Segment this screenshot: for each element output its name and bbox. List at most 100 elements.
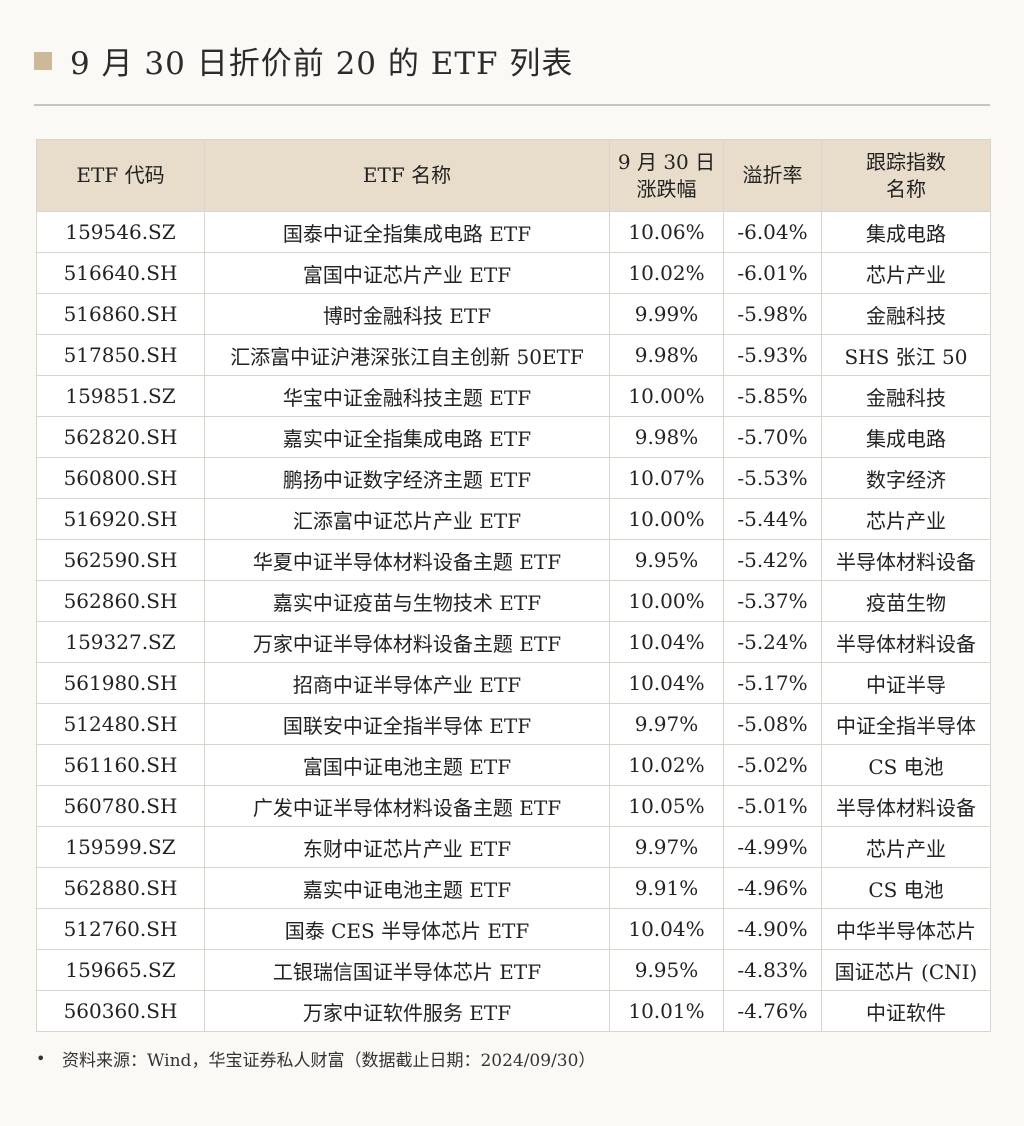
cell-premium-discount: -5.24%	[723, 621, 822, 663]
cell-change: 10.01%	[609, 990, 724, 1032]
table-row: 517850.SH 汇添富中证沪港深张江自主创新 50ETF 9.98% -5.93%…	[36, 334, 991, 376]
cell-change: 10.00%	[609, 375, 724, 417]
title-bar: 9 月 30 日折价前 20 的 ETF 列表	[34, 38, 573, 83]
cell-change: 10.04%	[609, 908, 724, 950]
cell-etf-code: 562590.SH	[36, 539, 205, 581]
cell-premium-discount: -4.99%	[723, 826, 822, 868]
cell-etf-code: 560800.SH	[36, 457, 205, 499]
cell-premium-discount: -6.04%	[723, 211, 822, 253]
cell-premium-discount: -5.70%	[723, 416, 822, 458]
cell-etf-name: 博时金融科技 ETF	[204, 293, 610, 335]
cell-change: 10.07%	[609, 457, 724, 499]
table-row: 159851.SZ 华宝中证金融科技主题 ETF 10.00% -5.85% 金融科技	[36, 375, 991, 417]
header-etf-name: ETF 名称	[204, 139, 610, 212]
table-row: 516860.SH 博时金融科技 ETF 9.99% -5.98% 金融科技	[36, 293, 991, 335]
cell-change: 10.04%	[609, 621, 724, 663]
cell-etf-name: 汇添富中证芯片产业 ETF	[204, 498, 610, 540]
title-square-icon	[34, 51, 52, 70]
header-index-name: 跟踪指数 名称	[821, 139, 991, 212]
cell-index-name: 中证全指半导体	[821, 703, 991, 745]
cell-premium-discount: -5.44%	[723, 498, 822, 540]
table-row: 159327.SZ 万家中证半导体材料设备主题 ETF 10.04% -5.24% 半导…	[36, 621, 991, 663]
table-row: 562860.SH 嘉实中证疫苗与生物技术 ETF 10.00% -5.37% 疫苗生物	[36, 580, 991, 622]
cell-etf-code: 516860.SH	[36, 293, 205, 335]
cell-index-name: 疫苗生物	[821, 580, 991, 622]
cell-change: 10.06%	[609, 211, 724, 253]
cell-change: 10.05%	[609, 785, 724, 827]
cell-premium-discount: -5.98%	[723, 293, 822, 335]
bullet-icon: •	[36, 1049, 46, 1068]
cell-change: 9.95%	[609, 539, 724, 581]
cell-etf-name: 华夏中证半导体材料设备主题 ETF	[204, 539, 610, 581]
table-row: 512480.SH 国联安中证全指半导体 ETF 9.97% -5.08% 中证全指半导…	[36, 703, 991, 745]
cell-etf-code: 560360.SH	[36, 990, 205, 1032]
cell-index-name: 金融科技	[821, 375, 991, 417]
source-note-text: 资料来源：Wind，华宝证券私人财富（数据截止日期：2024/09/30）	[62, 1051, 596, 1071]
cell-premium-discount: -5.17%	[723, 662, 822, 704]
cell-premium-discount: -5.42%	[723, 539, 822, 581]
cell-index-name: 半导体材料设备	[821, 539, 991, 581]
table-row: 512760.SH 国泰 CES 半导体芯片 ETF 10.04% -4.90% 中华半…	[36, 908, 991, 950]
table-row: 159665.SZ 工银瑞信国证半导体芯片 ETF 9.95% -4.83% 国证芯片 …	[36, 949, 991, 991]
table-row: 159599.SZ 东财中证芯片产业 ETF 9.97% -4.99% 芯片产业	[36, 826, 991, 868]
cell-etf-name: 国联安中证全指半导体 ETF	[204, 703, 610, 745]
cell-etf-name: 万家中证软件服务 ETF	[204, 990, 610, 1032]
table-row: 159546.SZ 国泰中证全指集成电路 ETF 10.06% -6.04% 集成电路	[36, 211, 991, 253]
table-body: 159546.SZ 国泰中证全指集成电路 ETF 10.06% -6.04% 集成电路 5…	[36, 211, 991, 1032]
cell-change: 9.99%	[609, 293, 724, 335]
cell-etf-code: 159665.SZ	[36, 949, 205, 991]
cell-etf-code: 562880.SH	[36, 867, 205, 909]
cell-etf-code: 159851.SZ	[36, 375, 205, 417]
cell-change: 9.97%	[609, 703, 724, 745]
cell-etf-name: 东财中证芯片产业 ETF	[204, 826, 610, 868]
cell-etf-code: 517850.SH	[36, 334, 205, 376]
table-row: 562820.SH 嘉实中证全指集成电路 ETF 9.98% -5.70% 集成电路	[36, 416, 991, 458]
cell-etf-name: 万家中证半导体材料设备主题 ETF	[204, 621, 610, 663]
cell-index-name: 金融科技	[821, 293, 991, 335]
table-row: 516920.SH 汇添富中证芯片产业 ETF 10.00% -5.44% 芯片产业	[36, 498, 991, 540]
cell-index-name: 国证芯片 (CNI)	[821, 949, 991, 991]
cell-etf-name: 富国中证电池主题 ETF	[204, 744, 610, 786]
table-row: 562590.SH 华夏中证半导体材料设备主题 ETF 9.95% -5.42% 半导体…	[36, 539, 991, 581]
cell-etf-name: 招商中证半导体产业 ETF	[204, 662, 610, 704]
cell-etf-code: 561980.SH	[36, 662, 205, 704]
cell-premium-discount: -5.08%	[723, 703, 822, 745]
cell-etf-code: 159546.SZ	[36, 211, 205, 253]
cell-index-name: 中证软件	[821, 990, 991, 1032]
cell-etf-code: 516920.SH	[36, 498, 205, 540]
cell-etf-code: 562860.SH	[36, 580, 205, 622]
table-row: 561160.SH 富国中证电池主题 ETF 10.02% -5.02% CS 电池	[36, 744, 991, 786]
cell-etf-name: 汇添富中证沪港深张江自主创新 50ETF	[204, 334, 610, 376]
cell-index-name: SHS 张江 50	[821, 334, 991, 376]
cell-etf-code: 562820.SH	[36, 416, 205, 458]
cell-index-name: 半导体材料设备	[821, 785, 991, 827]
cell-index-name: 芯片产业	[821, 498, 991, 540]
cell-index-name: 芯片产业	[821, 252, 991, 294]
cell-change: 10.02%	[609, 744, 724, 786]
cell-change: 9.91%	[609, 867, 724, 909]
cell-etf-code: 159327.SZ	[36, 621, 205, 663]
cell-index-name: 集成电路	[821, 211, 991, 253]
table-row: 561980.SH 招商中证半导体产业 ETF 10.04% -5.17% 中证半导	[36, 662, 991, 704]
cell-premium-discount: -4.83%	[723, 949, 822, 991]
cell-etf-code: 516640.SH	[36, 252, 205, 294]
cell-change: 10.00%	[609, 498, 724, 540]
table-row: 560360.SH 万家中证软件服务 ETF 10.01% -4.76% 中证软件	[36, 990, 991, 1032]
cell-premium-discount: -5.01%	[723, 785, 822, 827]
cell-premium-discount: -5.53%	[723, 457, 822, 499]
cell-change: 10.04%	[609, 662, 724, 704]
cell-etf-code: 561160.SH	[36, 744, 205, 786]
cell-index-name: 芯片产业	[821, 826, 991, 868]
cell-index-name: 数字经济	[821, 457, 991, 499]
cell-etf-name: 嘉实中证全指集成电路 ETF	[204, 416, 610, 458]
cell-index-name: CS 电池	[821, 744, 991, 786]
cell-premium-discount: -4.96%	[723, 867, 822, 909]
cell-etf-name: 华宝中证金融科技主题 ETF	[204, 375, 610, 417]
cell-change: 9.98%	[609, 416, 724, 458]
table-header-row: ETF 代码 ETF 名称 9 月 30 日 涨跌幅 溢折率 跟踪指数 名称	[36, 139, 991, 212]
cell-etf-name: 富国中证芯片产业 ETF	[204, 252, 610, 294]
table-row: 560800.SH 鹏扬中证数字经济主题 ETF 10.07% -5.53% 数字经济	[36, 457, 991, 499]
table-row: 562880.SH 嘉实中证电池主题 ETF 9.91% -4.96% CS 电池	[36, 867, 991, 909]
source-note: • 资料来源：Wind，华宝证券私人财富（数据截止日期：2024/09/30）	[36, 1046, 595, 1071]
cell-etf-code: 159599.SZ	[36, 826, 205, 868]
